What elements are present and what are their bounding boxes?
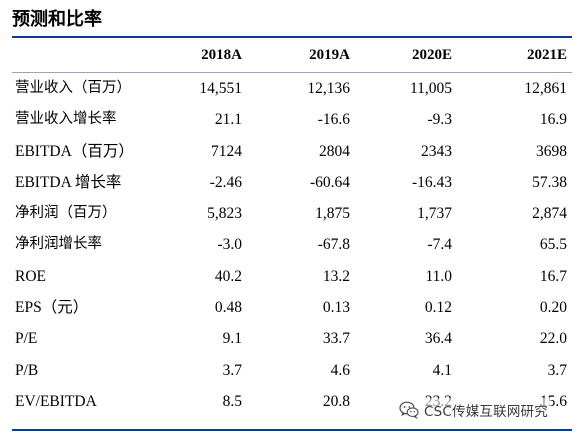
row-label: 营业收入增长率	[15, 111, 117, 128]
row-label: P/B	[15, 361, 39, 379]
row-label: EBITDA（百万）	[15, 142, 134, 160]
table-cell: 0.12	[424, 299, 452, 317]
table-cell: 7124	[211, 142, 242, 160]
column-header: 2021E	[526, 47, 567, 63]
table-cell: 0.48	[214, 299, 242, 317]
table-cell: 12,136	[307, 80, 350, 97]
table-cell: 1,737	[417, 205, 452, 223]
table-cell: 65.5	[539, 236, 567, 254]
table-cell: 1,875	[315, 205, 350, 223]
table-row: P/B 3.7 4.6 4.1 3.7	[12, 355, 572, 386]
table-cell: 9.1	[222, 330, 242, 348]
table-row: 净利润增长率 -3.0 -67.8 -7.4 65.5	[12, 229, 572, 260]
row-label: EPS（元）	[15, 299, 89, 317]
table-cell: -60.64	[309, 173, 350, 191]
table-row: ROE 40.2 13.2 11.0 16.7	[12, 261, 572, 292]
table-row: EBITDA 增长率 -2.46 -60.64 -16.43 57.38	[12, 167, 572, 198]
table-cell: 21.1	[214, 111, 242, 129]
table-cell: 11.0	[425, 267, 452, 285]
table-row: EBITDA（百万） 7124 2804 2343 3698	[12, 136, 572, 167]
table-cell: 3.7	[222, 361, 242, 379]
table-cell: 16.7	[539, 267, 567, 285]
row-label: EBITDA 增长率	[15, 173, 122, 191]
row-label: P/E	[15, 330, 38, 348]
row-label: EV/EBITDA	[15, 392, 97, 410]
table-row: P/E 9.1 33.7 36.4 22.0	[12, 323, 572, 354]
wechat-icon	[399, 401, 419, 419]
table-cell: 13.2	[322, 267, 350, 285]
row-label: 营业收入（百万）	[15, 80, 131, 96]
column-header: 2018A	[201, 47, 242, 63]
table-header: 2018A 2019A 2020E 2021E	[12, 42, 572, 68]
table-row: 营业收入增长率 21.1 -16.6 -9.3 16.9	[12, 104, 572, 135]
table-row: EPS（元） 0.48 0.13 0.12 0.20	[12, 292, 572, 323]
table-cell: 0.13	[322, 299, 350, 317]
row-label: ROE	[15, 267, 46, 285]
table-row: 营业收入（百万） 14,551 12,136 11,005 12,861	[12, 73, 572, 104]
table-cell: 4.6	[330, 361, 350, 379]
table-cell: 22.0	[539, 330, 567, 348]
table-cell: 20.8	[322, 392, 350, 410]
table-cell: -16.6	[317, 111, 350, 129]
top-rule	[12, 36, 572, 38]
column-header: 2019A	[309, 47, 350, 63]
table-cell: 2804	[319, 142, 350, 160]
table-cell: 36.4	[424, 330, 452, 348]
table-cell: -2.46	[209, 173, 242, 191]
row-label: 净利润增长率	[15, 236, 102, 253]
table-cell: 12,861	[524, 80, 567, 97]
table-cell: 40.2	[214, 267, 242, 285]
row-label: 净利润（百万）	[15, 205, 117, 222]
column-header: 2020E	[411, 47, 452, 63]
table-cell: 2,874	[532, 205, 567, 223]
watermark-text: CSC传媒互联网研究	[424, 404, 548, 420]
table-cell: 8.5	[222, 392, 242, 410]
table-cell: -3.0	[217, 236, 242, 254]
table-cell: 0.20	[539, 299, 567, 317]
table-cell: 3.7	[547, 361, 567, 379]
table-cell: 33.7	[322, 330, 350, 348]
header-rule	[12, 72, 572, 73]
table-cell: -7.4	[427, 236, 452, 254]
table-cell: -16.43	[411, 173, 452, 191]
table-cell: 3698	[536, 142, 567, 160]
table-cell: 14,551	[199, 80, 242, 97]
table-cell: 11,005	[409, 80, 452, 97]
table-cell: 4.1	[432, 361, 452, 379]
watermark: CSC传媒互联网研究	[396, 398, 551, 422]
table-title: 预测和比率	[12, 9, 102, 30]
table-cell: -9.3	[427, 111, 452, 129]
bottom-rule	[12, 429, 572, 431]
table-cell: 57.38	[532, 173, 567, 191]
table-row: 净利润（百万） 5,823 1,875 1,737 2,874	[12, 198, 572, 229]
table-body: 营业收入（百万） 14,551 12,136 11,005 12,861 营业收…	[12, 73, 572, 417]
table-cell: 16.9	[539, 111, 567, 129]
table-cell: -67.8	[317, 236, 350, 254]
table-cell: 2343	[421, 142, 452, 160]
table-cell: 5,823	[207, 205, 242, 223]
